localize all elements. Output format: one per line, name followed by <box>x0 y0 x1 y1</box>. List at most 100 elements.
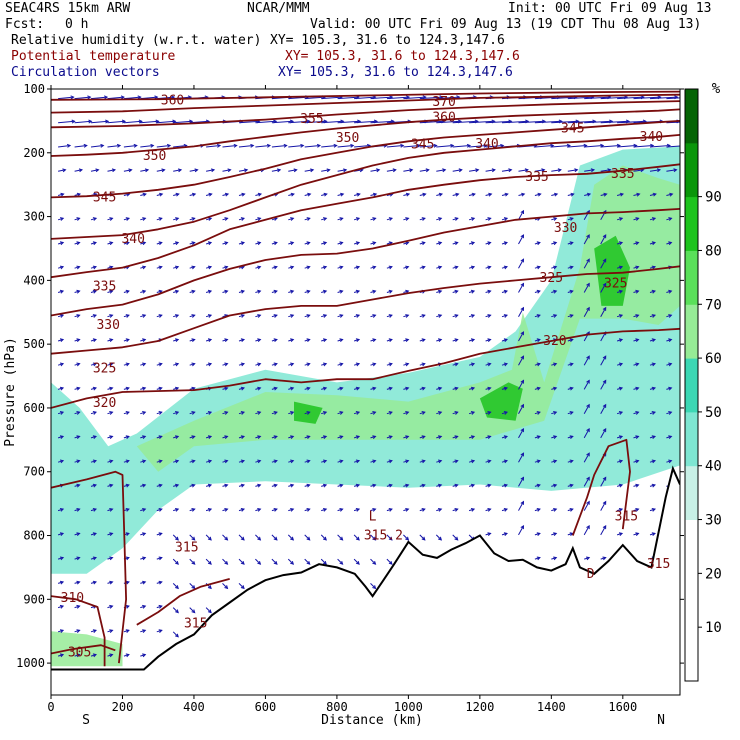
circulation-vector <box>90 289 97 294</box>
circulation-vector <box>386 386 393 391</box>
y-tick-label: 700 <box>23 465 45 479</box>
circulation-vector <box>57 217 65 221</box>
circulation-vector <box>123 314 130 318</box>
circulation-vector <box>633 192 641 197</box>
circulation-vector <box>337 483 344 488</box>
circulation-vector <box>57 629 65 633</box>
circulation-vector <box>123 362 130 367</box>
circulation-vector <box>370 241 377 246</box>
circulation-vector <box>123 653 130 658</box>
circulation-vector <box>468 508 476 512</box>
circulation-vector <box>452 411 459 415</box>
circulation-vector <box>649 217 657 221</box>
circulation-vector <box>551 508 558 512</box>
theta-contour-315 <box>571 438 631 536</box>
circulation-vector <box>238 241 245 246</box>
theta-label: 315 <box>647 557 670 572</box>
circulation-vector <box>90 629 97 633</box>
circulation-vector <box>485 459 492 464</box>
circulation-vector <box>616 314 624 318</box>
circulation-vector <box>403 168 414 173</box>
circulation-vector <box>320 534 327 541</box>
circulation-vector <box>501 483 508 488</box>
circulation-vector <box>222 435 229 440</box>
circulation-vector <box>140 314 147 318</box>
theta-contour-310 <box>51 595 106 667</box>
circulation-vector <box>485 411 492 415</box>
circulation-vector <box>534 435 541 440</box>
circulation-vector <box>189 483 196 488</box>
circulation-vector <box>271 143 288 148</box>
circulation-vector <box>90 362 97 367</box>
circulation-vector <box>58 143 72 148</box>
circulation-vector <box>468 241 476 246</box>
circulation-vector <box>140 362 147 367</box>
circulation-vector <box>90 217 98 221</box>
circulation-vector <box>386 143 405 148</box>
circulation-vector <box>436 411 443 415</box>
circulation-vector <box>600 306 607 317</box>
circulation-vector <box>649 338 657 343</box>
circulation-vector <box>616 241 624 246</box>
circulation-vector <box>156 459 163 464</box>
circulation-vector <box>353 314 361 318</box>
circulation-vector <box>616 508 624 512</box>
circulation-vector <box>419 411 426 415</box>
circulation-vector <box>288 483 295 488</box>
circulation-vector <box>238 168 249 173</box>
circulation-vector <box>501 386 508 391</box>
circulation-vector <box>551 386 558 391</box>
fcst-value: 0 h <box>65 17 89 32</box>
circulation-vector <box>304 338 311 343</box>
circulation-vector <box>353 558 360 565</box>
circulation-vector <box>271 534 278 541</box>
circulation-vector <box>140 459 147 464</box>
circulation-vector <box>468 483 476 488</box>
circulation-vector <box>189 534 196 541</box>
circulation-vector <box>600 258 607 269</box>
circulation-vector <box>419 483 426 488</box>
circulation-vector <box>304 143 322 148</box>
circulation-vector <box>90 435 97 440</box>
circulation-vector <box>567 217 574 221</box>
circulation-vector <box>583 379 590 390</box>
circulation-vector <box>57 241 65 246</box>
circulation-vector <box>74 629 81 633</box>
circulation-vector <box>321 192 328 197</box>
circulation-vector <box>57 314 65 318</box>
circulation-vector <box>107 168 117 173</box>
circulation-vector <box>534 532 541 537</box>
circulation-vector <box>337 168 348 173</box>
colorbar-bin <box>685 627 698 682</box>
circulation-vector <box>403 217 410 221</box>
colorbar-bin <box>685 465 698 520</box>
circulation-vector <box>321 483 328 488</box>
theta-label: 310 <box>61 591 84 606</box>
circulation-vector <box>518 476 525 487</box>
circulation-vector <box>304 314 311 318</box>
circulation-vector <box>107 289 114 294</box>
circulation-vector <box>74 532 81 537</box>
circulation-vector <box>452 143 472 148</box>
circulation-vector <box>156 143 172 148</box>
circulation-vector <box>633 338 640 343</box>
circulation-vector <box>156 435 163 440</box>
x-left-end-label: S <box>82 713 90 728</box>
circulation-vector <box>436 338 443 343</box>
circulation-vector <box>123 95 142 100</box>
circulation-vector <box>370 508 377 512</box>
circulation-vector <box>123 629 130 633</box>
circulation-vector <box>666 386 673 391</box>
circulation-vector <box>386 217 393 221</box>
circulation-vector <box>501 459 508 464</box>
colorbar-tick-label: 30 <box>705 513 722 529</box>
circulation-vector <box>452 168 463 173</box>
circulation-vector <box>123 338 130 343</box>
circulation-vector <box>123 411 130 415</box>
circulation-vector <box>419 435 426 440</box>
colorbar-tick-label: 80 <box>705 243 722 259</box>
colorbar-bin <box>685 358 698 413</box>
circulation-vector <box>288 508 295 512</box>
circulation-vector <box>534 192 542 197</box>
